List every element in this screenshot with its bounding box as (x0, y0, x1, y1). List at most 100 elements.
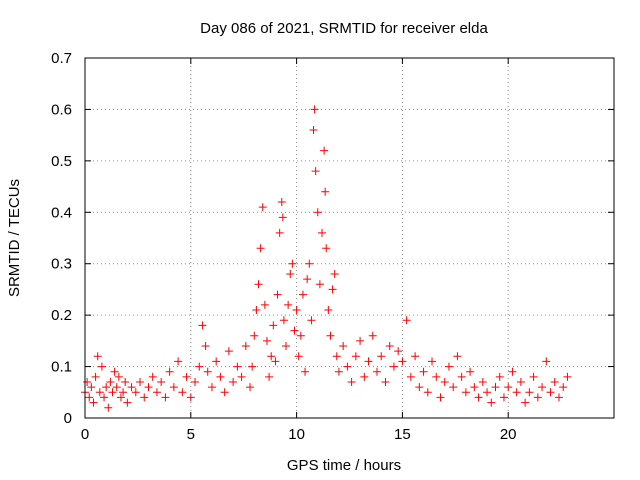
data-point (381, 378, 390, 386)
data-point (140, 393, 149, 402)
data-point (288, 259, 297, 268)
data-point (112, 383, 121, 392)
data-point (273, 290, 282, 299)
data-point (334, 367, 343, 376)
data-point (100, 393, 109, 402)
data-point (216, 372, 225, 381)
data-point (330, 270, 339, 278)
data-point (356, 336, 365, 345)
data-point (224, 347, 233, 356)
data-point (292, 306, 301, 314)
data-point (277, 198, 286, 206)
data-point (432, 372, 441, 381)
data-point (237, 372, 246, 381)
data-point (252, 306, 261, 314)
data-point (229, 378, 238, 386)
data-point (449, 383, 458, 392)
data-point (201, 342, 210, 350)
data-point (533, 393, 542, 402)
data-point (265, 372, 274, 381)
data-point (178, 388, 187, 397)
data-point (310, 105, 319, 114)
x-tick-label: 10 (288, 426, 305, 443)
data-point (212, 357, 221, 366)
data-point (87, 383, 96, 392)
data-point (559, 383, 568, 392)
data-point (260, 300, 269, 309)
data-point (321, 187, 330, 196)
data-point (339, 342, 348, 350)
data-point (343, 362, 352, 371)
data-point (483, 388, 492, 397)
data-point (313, 208, 322, 217)
data-point (269, 321, 278, 330)
data-point (326, 331, 335, 340)
data-point (411, 352, 420, 361)
data-point (394, 347, 403, 356)
data-point (182, 372, 191, 381)
data-point (258, 203, 267, 212)
data-point (157, 378, 166, 386)
data-point (440, 378, 449, 386)
data-point (373, 367, 382, 376)
data-point (415, 383, 424, 392)
y-tick-label: 0.6 (51, 101, 72, 118)
data-point (104, 403, 113, 412)
axis-ticks: 0 0.1 0.2 0.3 0.4 0.5 0.6 0.7 0 5 10 15 20 (51, 50, 614, 443)
data-point (457, 372, 466, 381)
data-point (174, 357, 183, 366)
data-point (256, 244, 265, 253)
data-point (233, 362, 242, 371)
data-point (195, 362, 204, 371)
data-point (512, 388, 521, 397)
data-point (538, 383, 547, 392)
data-point (85, 393, 94, 402)
data-point (246, 383, 255, 392)
y-axis-label: SRMTID / TECUs (6, 179, 23, 297)
data-point (250, 331, 259, 340)
data-point (290, 326, 299, 335)
data-point (385, 342, 394, 350)
y-tick-label: 0.5 (51, 153, 72, 170)
y-tick-label: 0.1 (51, 359, 72, 376)
data-point (220, 388, 229, 397)
data-point (324, 306, 333, 314)
data-point (307, 316, 316, 325)
data-point (186, 393, 195, 402)
data-point (487, 398, 496, 407)
chart-title: Day 086 of 2021, SRMTID for receiver eld… (200, 20, 488, 37)
data-point (495, 372, 504, 381)
data-point (267, 352, 276, 361)
data-point (102, 383, 111, 392)
data-point (529, 372, 538, 381)
data-point (106, 378, 115, 386)
y-tick-label: 0.2 (51, 307, 72, 324)
data-point (165, 367, 174, 376)
data-point (294, 352, 303, 361)
data-point (364, 357, 373, 366)
data-point (248, 362, 257, 371)
data-point (254, 280, 263, 289)
data-point (169, 383, 178, 392)
data-point (271, 357, 280, 366)
data-point (499, 393, 508, 402)
data-point (207, 383, 216, 392)
data-point (377, 352, 386, 361)
data-point (328, 285, 337, 294)
data-point (296, 331, 305, 340)
data-point (110, 367, 119, 376)
x-tick-label: 5 (187, 426, 195, 443)
data-point (478, 378, 487, 386)
data-point (474, 393, 483, 402)
data-point (303, 275, 312, 284)
data-point (311, 167, 320, 176)
data-point (136, 378, 145, 386)
x-tick-label: 20 (500, 426, 517, 443)
data-point (286, 270, 295, 278)
data-points (81, 105, 572, 412)
data-point (198, 321, 207, 330)
data-point (320, 146, 329, 155)
data-point (436, 393, 445, 402)
